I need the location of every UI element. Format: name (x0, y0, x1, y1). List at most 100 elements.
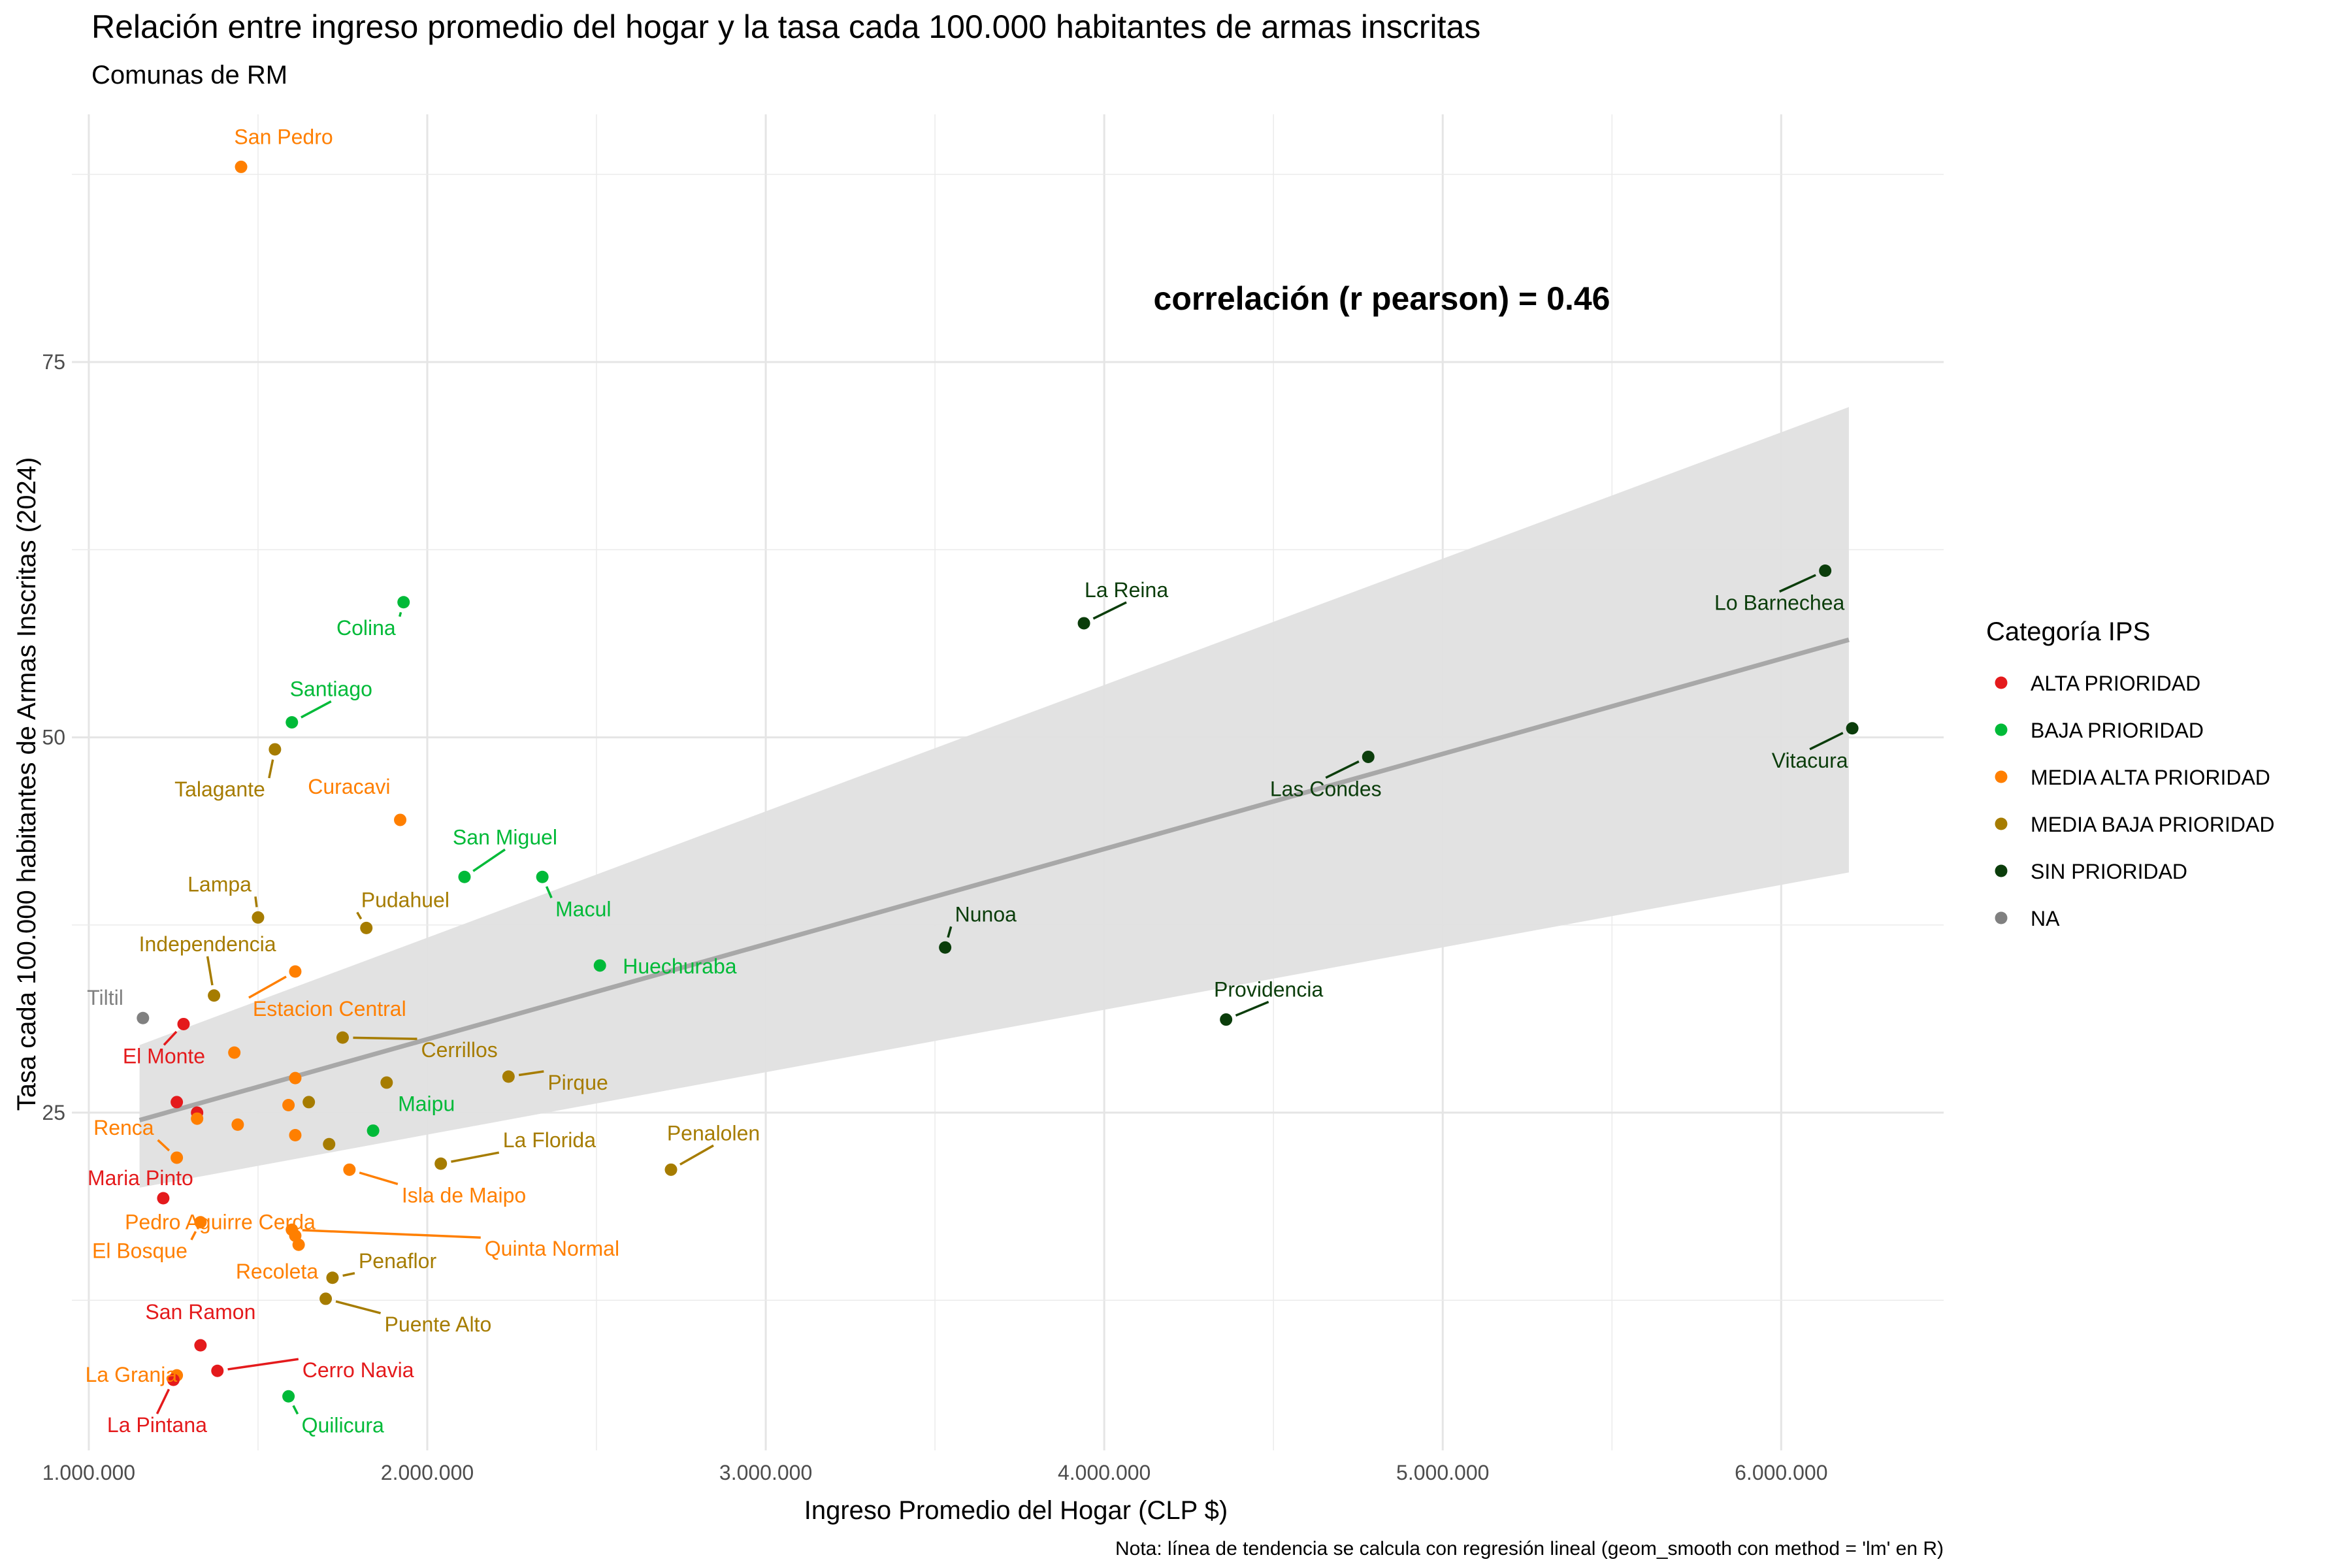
data-point (502, 1070, 515, 1083)
label-leader (227, 1358, 299, 1371)
label-leader (254, 896, 258, 907)
x-tick-label: 5.000.000 (1396, 1461, 1489, 1484)
label-leader (359, 1171, 399, 1185)
data-point (593, 959, 606, 972)
data-point (380, 1076, 393, 1089)
data-point (326, 1271, 339, 1284)
point-label: Maria Pinto (88, 1166, 193, 1190)
data-point (289, 1071, 302, 1085)
data-point (292, 1238, 305, 1251)
data-point (536, 870, 549, 883)
data-point (343, 1163, 356, 1176)
point-label: Nunoa (955, 902, 1017, 926)
label-leader (163, 1030, 178, 1046)
legend-key (1995, 911, 2008, 924)
trend-line (139, 637, 1850, 1122)
data-point (286, 716, 299, 729)
label-leader (451, 1151, 500, 1163)
x-tick-label: 1.000.000 (42, 1461, 135, 1484)
data-point (282, 1099, 295, 1112)
label-leader (472, 848, 506, 872)
point-label: Vitacura (1772, 749, 1848, 772)
data-point (194, 1216, 207, 1229)
label-leader (190, 1231, 197, 1241)
data-point (171, 1151, 184, 1164)
point-label: El Bosque (92, 1239, 188, 1263)
point-label: Quinta Normal (485, 1237, 619, 1260)
data-point (177, 1017, 190, 1030)
data-point (208, 989, 221, 1002)
legend-label: BAJA PRIORIDAD (2031, 719, 2204, 742)
data-point (137, 1011, 150, 1024)
point-label: Talagante (174, 777, 265, 801)
x-axis-ticks: 1.000.000 2.000.000 3.000.000 4.000.000 5.00… (42, 1461, 1828, 1484)
data-point (289, 965, 302, 978)
point-label: Penaflor (359, 1249, 437, 1273)
label-leader (353, 1036, 417, 1040)
label-leader (248, 975, 287, 999)
chart-title: Relación entre ingreso promedio del hoga… (91, 8, 1480, 45)
data-point (282, 1390, 295, 1403)
data-point (360, 921, 373, 934)
data-point (252, 911, 265, 924)
point-label: Providencia (1214, 978, 1323, 1002)
point-label: Puente Alto (385, 1313, 492, 1336)
point-label: Pirque (547, 1071, 608, 1094)
point-labels: San Pedro Colina Santiago Talagante Curacavi… (86, 125, 1848, 1437)
data-point (319, 1292, 333, 1305)
label-leader (302, 1229, 481, 1239)
data-point (228, 1046, 241, 1059)
label-leader (1235, 1000, 1269, 1017)
data-point (367, 1124, 380, 1137)
point-label: La Reina (1085, 578, 1168, 602)
point-label: Recoleta (236, 1260, 319, 1283)
data-point (397, 596, 410, 609)
label-leader (157, 1139, 171, 1152)
legend-key (1995, 676, 2008, 689)
data-point (1077, 617, 1090, 630)
point-label: Las Condes (1270, 777, 1382, 800)
point-label: Isla de Maipo (402, 1183, 526, 1207)
point-label: San Ramon (145, 1300, 255, 1324)
label-leader (206, 956, 214, 986)
point-label: El Monte (123, 1044, 205, 1068)
point-label: Penalolen (667, 1121, 760, 1145)
point-label: Maipu (398, 1092, 455, 1116)
legend-label: MEDIA ALTA PRIORIDAD (2031, 766, 2270, 789)
legend-label: SIN PRIORIDAD (2031, 860, 2187, 883)
label-leader (268, 759, 274, 779)
confidence-band-area (139, 407, 1849, 1188)
data-point (336, 1031, 349, 1044)
point-label: La Florida (503, 1128, 596, 1152)
legend-label: NA (2031, 907, 2060, 930)
legend-label: MEDIA BAJA PRIORIDAD (2031, 813, 2274, 836)
data-points (137, 160, 1859, 1403)
legend: Categoría IPS ALTA PRIORIDAD BAJA PRIORID… (1986, 617, 2274, 930)
data-point (1846, 722, 1859, 735)
data-point (191, 1112, 204, 1125)
point-label: Tiltil (87, 986, 123, 1009)
point-label: Independencia (139, 932, 276, 956)
point-label: Cerrillos (421, 1038, 497, 1062)
label-leader (342, 1272, 355, 1277)
data-point (235, 160, 248, 173)
confidence-band (139, 407, 1849, 1188)
y-axis-ticks: 25 50 75 (42, 350, 65, 1124)
data-point (269, 743, 282, 756)
data-point (289, 1128, 302, 1141)
data-point (664, 1163, 678, 1176)
data-point (458, 870, 471, 883)
data-point (231, 1118, 244, 1131)
point-label: Estacion Central (253, 997, 406, 1021)
data-point (302, 1096, 316, 1109)
trend-line-group (139, 637, 1850, 1122)
data-point (939, 941, 952, 954)
x-tick-label: 3.000.000 (719, 1461, 812, 1484)
correlation-annotation: correlación (r pearson) = 0.46 (1154, 280, 1610, 317)
point-label: Pudahuel (361, 888, 449, 911)
legend-title: Categoría IPS (1986, 617, 2150, 646)
legend-key (1995, 723, 2008, 736)
legend-key (1995, 817, 2008, 830)
y-axis-title: Tasa cada 100.000 habitantes de Armas In… (12, 457, 41, 1111)
